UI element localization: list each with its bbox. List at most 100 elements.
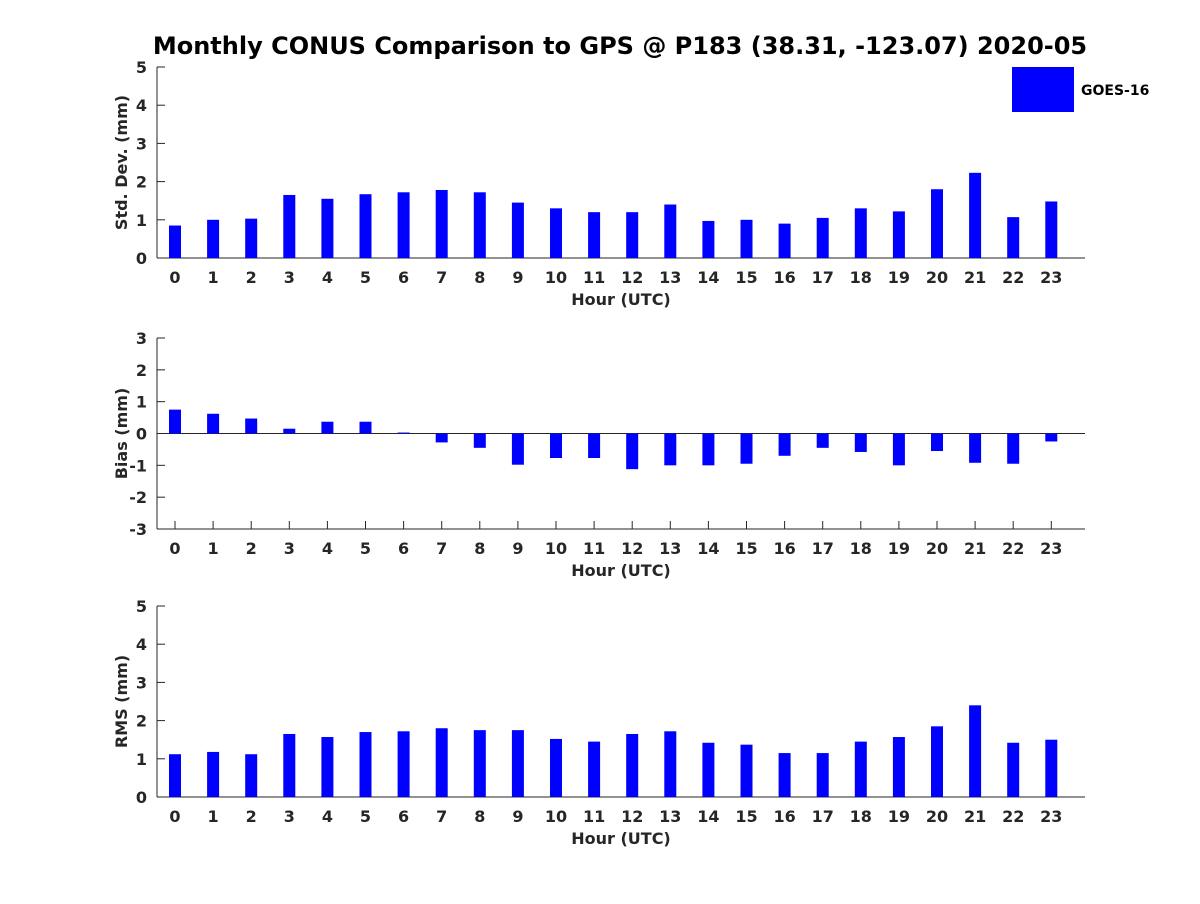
y-tick-label: 5 — [136, 597, 147, 616]
y-tick-label: 0 — [136, 249, 147, 268]
bar-hour-23 — [1045, 201, 1058, 258]
y-tick-label: 2 — [136, 712, 147, 731]
bar-hour-10 — [550, 738, 562, 797]
bar-hour-3 — [283, 428, 296, 434]
x-tick-label: 6 — [398, 807, 409, 826]
x-tick-label: 11 — [583, 268, 605, 287]
y-axis-label: Std. Dev. (mm) — [112, 95, 131, 230]
bar-hour-12 — [626, 733, 639, 797]
y-tick-label: 4 — [136, 96, 147, 115]
x-tick-label: 5 — [360, 539, 371, 558]
bar-hour-15 — [740, 433, 753, 464]
x-axis-label: Hour (UTC) — [571, 829, 671, 848]
bar-hour-16 — [778, 223, 791, 258]
x-tick-label: 16 — [773, 268, 795, 287]
bar-hour-6 — [397, 731, 410, 797]
x-tick-label: 8 — [474, 268, 485, 287]
x-tick-label: 13 — [659, 539, 681, 558]
x-tick-label: 20 — [926, 539, 948, 558]
bar-hour-21 — [969, 172, 982, 258]
x-tick-label: 3 — [284, 807, 295, 826]
x-tick-label: 17 — [812, 539, 834, 558]
bar-hour-15 — [740, 219, 753, 258]
x-tick-label: 19 — [888, 268, 910, 287]
bar-hour-18 — [854, 433, 867, 452]
y-axis-label: Bias (mm) — [112, 388, 131, 480]
y-tick-label: 3 — [136, 329, 147, 348]
bar-hour-21 — [969, 705, 982, 797]
bar-hour-5 — [359, 732, 372, 797]
y-tick-label: 0 — [136, 425, 147, 444]
x-tick-label: 5 — [360, 268, 371, 287]
bar-hour-8 — [473, 192, 486, 258]
bar-hour-7 — [435, 190, 448, 258]
bar-hour-13 — [664, 433, 677, 466]
x-tick-label: 5 — [360, 807, 371, 826]
bar-hour-10 — [550, 208, 562, 258]
bar-hour-19 — [892, 433, 905, 466]
bar-hour-11 — [588, 433, 601, 459]
x-tick-label: 10 — [545, 539, 567, 558]
x-tick-label: 4 — [322, 539, 333, 558]
bar-hour-0 — [169, 754, 181, 797]
bar-hour-18 — [854, 741, 867, 797]
bar-hour-2 — [245, 218, 258, 258]
bar-hour-17 — [816, 433, 829, 448]
y-tick-label: -1 — [129, 456, 147, 475]
bar-hour-2 — [245, 418, 258, 434]
y-tick-label: 3 — [136, 673, 147, 692]
legend: GOES-16 — [1012, 67, 1149, 112]
y-tick-label: -2 — [129, 488, 147, 507]
x-tick-label: 22 — [1002, 539, 1024, 558]
x-tick-label: 7 — [436, 268, 447, 287]
bar-hour-12 — [626, 212, 639, 258]
x-tick-label: 1 — [208, 539, 219, 558]
bar-hour-13 — [664, 204, 677, 258]
x-tick-label: 2 — [246, 268, 257, 287]
bar-hour-9 — [511, 433, 524, 465]
x-tick-label: 0 — [169, 807, 180, 826]
x-tick-label: 1 — [208, 268, 219, 287]
y-tick-label: 1 — [136, 211, 147, 230]
y-tick-label: 4 — [136, 635, 147, 654]
y-tick-label: 3 — [136, 134, 147, 153]
x-tick-label: 3 — [284, 539, 295, 558]
x-tick-label: 16 — [773, 807, 795, 826]
bar-hour-17 — [816, 753, 829, 797]
bar-hour-0 — [169, 409, 181, 434]
bar-hour-4 — [321, 421, 334, 434]
x-tick-label: 15 — [735, 807, 757, 826]
y-tick-label: -3 — [129, 520, 147, 539]
bar-hour-17 — [816, 217, 829, 258]
x-tick-label: 13 — [659, 268, 681, 287]
x-tick-label: 9 — [512, 268, 523, 287]
bar-hour-22 — [1007, 433, 1020, 464]
x-tick-label: 7 — [436, 539, 447, 558]
x-tick-label: 11 — [583, 539, 605, 558]
x-tick-label: 21 — [964, 268, 986, 287]
y-tick-label: 2 — [136, 173, 147, 192]
x-tick-label: 18 — [850, 807, 872, 826]
bar-hour-11 — [588, 212, 601, 258]
x-tick-label: 12 — [621, 807, 643, 826]
bar-hour-3 — [283, 733, 296, 797]
bar-hour-5 — [359, 194, 372, 258]
x-tick-label: 23 — [1040, 268, 1062, 287]
bar-hour-16 — [778, 753, 791, 797]
x-tick-label: 17 — [812, 268, 834, 287]
x-tick-label: 18 — [850, 539, 872, 558]
bar-hour-2 — [245, 754, 258, 797]
x-tick-label: 9 — [512, 807, 523, 826]
bar-hour-21 — [969, 433, 982, 463]
x-tick-label: 0 — [169, 539, 180, 558]
x-tick-label: 4 — [322, 807, 333, 826]
x-tick-label: 2 — [246, 807, 257, 826]
x-tick-label: 1 — [208, 807, 219, 826]
x-tick-label: 22 — [1002, 807, 1024, 826]
bar-hour-0 — [169, 225, 181, 258]
bar-hour-4 — [321, 198, 334, 258]
x-tick-label: 6 — [398, 268, 409, 287]
bar-hour-15 — [740, 744, 753, 797]
x-tick-label: 19 — [888, 807, 910, 826]
